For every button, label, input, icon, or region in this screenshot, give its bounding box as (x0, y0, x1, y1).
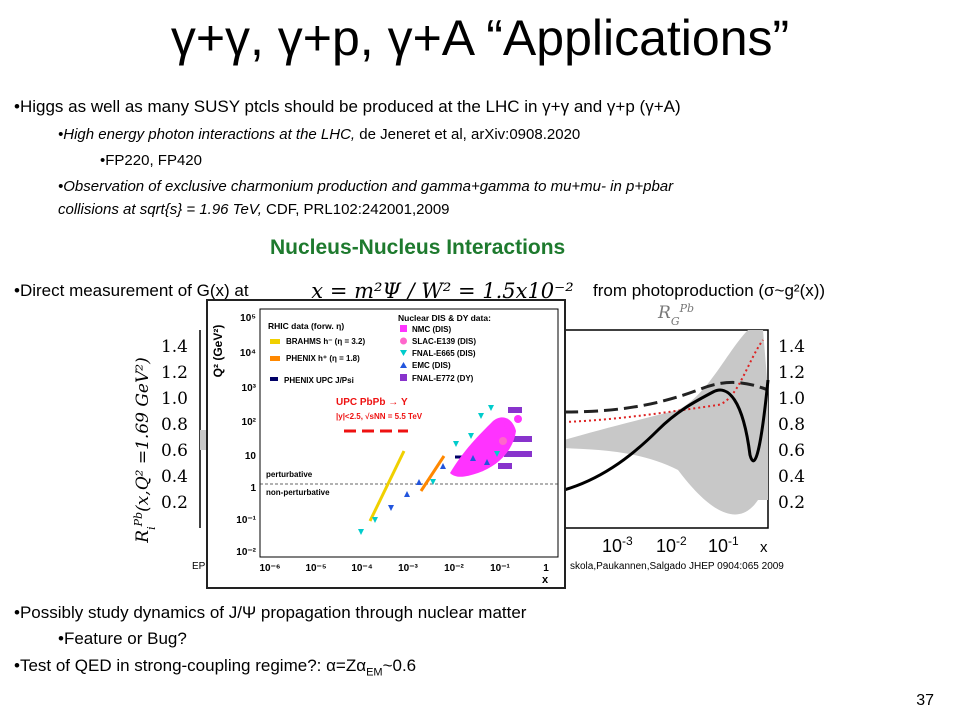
solid-curve (563, 379, 770, 492)
svg-text:10-3: 10-3 (602, 534, 633, 556)
bullet-cdf-line1: •Observation of exclusive charmonium pro… (58, 178, 674, 195)
inset-y-ticks: 10⁵ 10⁴ 10³ 10² 10 1 10⁻¹ 10⁻² (236, 313, 256, 558)
section-heading: Nucleus-Nucleus Interactions (270, 236, 566, 259)
svg-text:10²: 10² (242, 417, 257, 428)
svg-text:1.0: 1.0 (161, 389, 188, 409)
left-tick-labels: 1.4 1.2 1.0 0.8 0.6 0.4 0.2 (161, 337, 188, 513)
right-tick-labels: 1.4 1.2 1.0 0.8 0.6 0.4 0.2 (778, 337, 805, 513)
citation-title: •High energy photon interactions at the … (58, 126, 356, 143)
svg-text:1.4: 1.4 (161, 337, 188, 357)
svg-text:10⁻³: 10⁻³ (398, 563, 418, 574)
bullet-fp420: •FP220, FP420 (100, 152, 202, 169)
svg-text:10-1: 10-1 (708, 534, 739, 556)
brahms-band (368, 450, 406, 522)
brahms-legend-label: BRAHMS h⁻ (η = 3.2) (286, 337, 365, 346)
bullet-lhc-photon: •High energy photon interactions at the … (58, 124, 580, 145)
nuclear-pdf-figure: RiPb(x,Q² =1.69 GeV²) 1.4 1.2 1.0 0.8 0.… (132, 302, 806, 557)
svg-text:1.4: 1.4 (778, 337, 805, 357)
svg-text:10⁻⁶: 10⁻⁶ (259, 563, 280, 574)
page-number: 37 (916, 692, 934, 709)
svg-text:1.2: 1.2 (778, 363, 805, 383)
svg-text:1.2: 1.2 (161, 363, 188, 383)
figure-citation-left: EP (192, 561, 206, 572)
svg-text:1.0: 1.0 (778, 389, 805, 409)
cdf-reference: CDF, PRL102:242001,2009 (261, 201, 450, 218)
svg-text:10⁻²: 10⁻² (236, 547, 256, 558)
svg-text:NMC (DIS): NMC (DIS) (412, 325, 451, 334)
cdf-title-end: collisions at sqrt{s} = 1.96 TeV, (58, 201, 262, 218)
phenix-band (419, 455, 446, 492)
upc-title: UPC PbPb → Υ (336, 397, 408, 408)
dotted-curve (563, 339, 764, 423)
svg-text:0.8: 0.8 (778, 415, 805, 435)
svg-text:10³: 10³ (242, 383, 257, 394)
svg-text:0.2: 0.2 (778, 493, 805, 513)
perturbative-label: perturbative (266, 470, 313, 479)
qed-suffix: ~0.6 (382, 656, 417, 675)
upc-conditions: |y|<2.5, √sNN = 5.5 TeV (336, 412, 423, 421)
svg-text:10⁻⁴: 10⁻⁴ (351, 563, 372, 574)
left-axis-label: RiPb(x,Q² =1.69 GeV²) (132, 357, 158, 543)
bullet-direct-measurement: •Direct measurement of G(x) at (14, 281, 249, 300)
left-plot-band-fragment (200, 430, 206, 450)
qed-subscript: EM (366, 666, 383, 679)
svg-text:0.4: 0.4 (778, 467, 805, 487)
svg-text:10⁻⁵: 10⁻⁵ (305, 563, 326, 574)
kinematic-coverage-inset: Q² (GeV²) 10⁵ 10⁴ 10³ 10² 10 1 10⁻¹ 10⁻²… (206, 299, 566, 589)
svg-text:10⁻²: 10⁻² (444, 563, 464, 574)
svg-text:1: 1 (250, 483, 256, 494)
slide-title: γ+γ, γ+p, γ+A “Applications” (170, 10, 790, 66)
rhic-legend-heading: RHIC data (forw. η) (268, 321, 344, 331)
svg-text:10⁻¹: 10⁻¹ (490, 563, 510, 574)
dashed-curve (563, 380, 769, 414)
svg-text:0.8: 0.8 (161, 415, 188, 435)
bullet-jpsi-propagation: •Possibly study dynamics of J/Ψ propagat… (14, 603, 527, 622)
figure-citation-right: skola,Paukannen,Salgado JHEP 0904:065 20… (570, 561, 784, 572)
svg-text:10⁴: 10⁴ (240, 348, 256, 359)
bullet-higgs: •Higgs as well as many SUSY ptcls should… (14, 97, 681, 116)
phenix-upc-legend-swatch (270, 377, 278, 381)
qed-text: •Test of QED in strong-coupling regime?:… (14, 656, 367, 675)
svg-text:FNAL-E665 (DIS): FNAL-E665 (DIS) (412, 349, 476, 358)
svg-text:10-2: 10-2 (656, 534, 687, 556)
bullet-photoproduction: from photoproduction (σ~g²(x)) (593, 281, 826, 300)
svg-text:0.4: 0.4 (161, 467, 188, 487)
inset-x-ticks: 10⁻⁶ 10⁻⁵ 10⁻⁴ 10⁻³ 10⁻² 10⁻¹ 1 (259, 563, 549, 574)
svg-text:FNAL-E772 (DY): FNAL-E772 (DY) (412, 374, 474, 383)
svg-text:0.2: 0.2 (161, 493, 188, 513)
bullet-cdf-line2: collisions at sqrt{s} = 1.96 TeV, CDF, P… (58, 199, 450, 220)
svg-text:0.6: 0.6 (778, 441, 805, 461)
nuclear-legend: NMC (DIS) SLAC-E139 (DIS) FNAL-E665 (DIS… (400, 325, 476, 383)
phenix-legend-swatch (270, 356, 280, 361)
bullet-feature-or-bug: •Feature or Bug? (58, 629, 187, 648)
phenix-legend-label: PHENIX h⁺ (η = 1.8) (286, 354, 360, 363)
inset-x-label: x (542, 574, 549, 586)
inset-y-label: Q² (GeV²) (211, 325, 225, 378)
phenix-upc-legend-label: PHENIX UPC J/Psi (284, 376, 354, 385)
svg-text:EMC (DIS): EMC (DIS) (412, 361, 451, 370)
svg-text:10: 10 (245, 451, 257, 462)
non-perturbative-label: non-perturbative (266, 488, 330, 497)
svg-text:1: 1 (543, 563, 549, 574)
right-axis-label: RGPb (657, 302, 694, 328)
svg-text:10⁵: 10⁵ (240, 313, 256, 324)
svg-text:10⁻¹: 10⁻¹ (236, 515, 256, 526)
brahms-legend-swatch (270, 339, 280, 344)
nuclear-data-points (358, 405, 532, 535)
x-tick-labels: 10-3 10-2 10-1 x (602, 534, 768, 556)
svg-text:SLAC-E139 (DIS): SLAC-E139 (DIS) (412, 337, 476, 346)
svg-text:0.6: 0.6 (161, 441, 188, 461)
bullet-qed-test: •Test of QED in strong-coupling regime?:… (14, 655, 416, 683)
svg-text:x: x (760, 539, 768, 556)
inset-plot: Q² (GeV²) 10⁵ 10⁴ 10³ 10² 10 1 10⁻¹ 10⁻²… (211, 308, 559, 586)
citation-authors: de Jeneret et al, arXiv:0908.2020 (355, 126, 581, 143)
nuclear-legend-heading: Nuclear DIS & DY data: (398, 313, 491, 323)
